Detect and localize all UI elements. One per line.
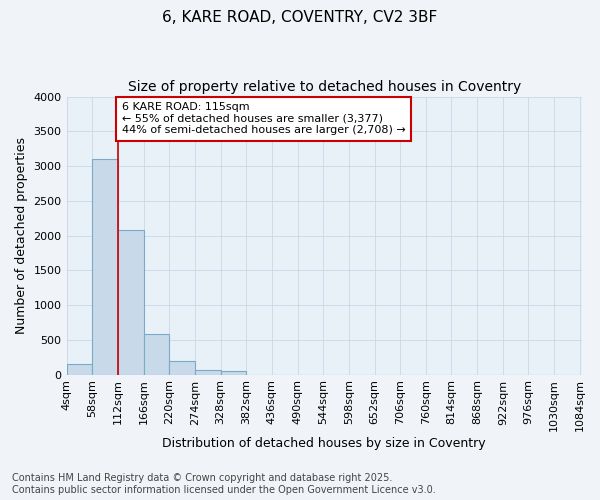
Bar [169, 360, 195, 374]
Bar [221, 372, 246, 374]
Bar [92, 159, 118, 374]
X-axis label: Distribution of detached houses by size in Coventry: Distribution of detached houses by size … [163, 437, 486, 450]
Title: Size of property relative to detached houses in Coventry: Size of property relative to detached ho… [128, 80, 521, 94]
Y-axis label: Number of detached properties: Number of detached properties [15, 137, 28, 334]
Bar [118, 230, 143, 374]
Text: 6, KARE ROAD, COVENTRY, CV2 3BF: 6, KARE ROAD, COVENTRY, CV2 3BF [163, 10, 437, 25]
Text: Contains HM Land Registry data © Crown copyright and database right 2025.
Contai: Contains HM Land Registry data © Crown c… [12, 474, 436, 495]
Text: 6 KARE ROAD: 115sqm
← 55% of detached houses are smaller (3,377)
44% of semi-det: 6 KARE ROAD: 115sqm ← 55% of detached ho… [122, 102, 406, 136]
Bar [195, 370, 221, 374]
Bar [143, 334, 169, 374]
Bar [67, 364, 92, 374]
